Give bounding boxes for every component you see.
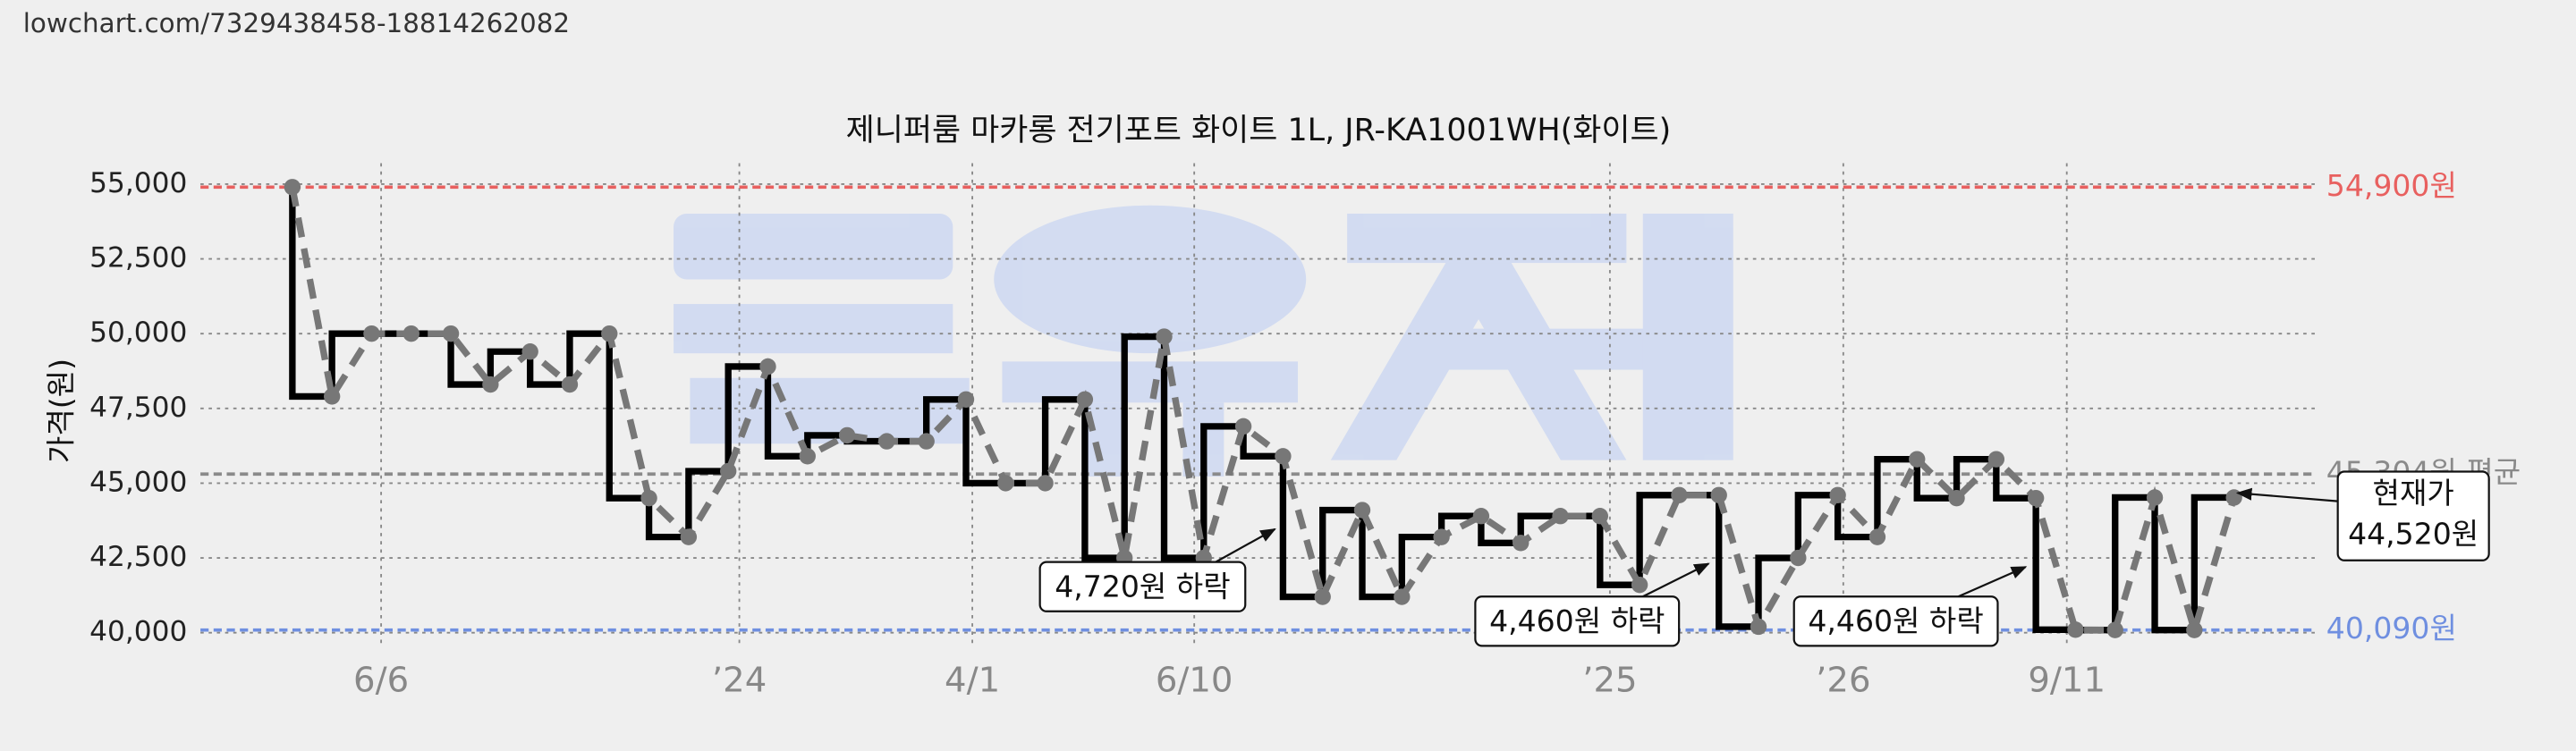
y-tick-label: 50,000 bbox=[89, 316, 187, 349]
x-tick-label: 6/10 bbox=[1156, 660, 1233, 700]
price-point bbox=[719, 462, 737, 480]
x-tick-label: 6/6 bbox=[353, 660, 409, 700]
price-point bbox=[799, 448, 816, 465]
annotation-text: 44,520원 bbox=[2348, 517, 2479, 552]
y-tick-label: 55,000 bbox=[89, 167, 187, 199]
price-point bbox=[1750, 618, 1767, 636]
price-point bbox=[997, 475, 1014, 492]
y-tick-label: 52,500 bbox=[89, 242, 187, 274]
price-point bbox=[2067, 621, 2084, 638]
x-tick-label: 4/1 bbox=[945, 660, 1000, 700]
price-point bbox=[1671, 486, 1688, 503]
y-tick-label: 47,500 bbox=[89, 392, 187, 424]
price-point bbox=[1552, 508, 1569, 525]
reference-label: 54,900원 bbox=[2326, 168, 2457, 203]
annotation-text: 4,720원 하락 bbox=[1055, 570, 1230, 604]
annotation-box bbox=[2336, 470, 2490, 561]
price-point bbox=[1948, 489, 1965, 507]
y-axis-label: 가격(원) bbox=[43, 359, 78, 463]
price-point bbox=[640, 489, 657, 507]
price-point bbox=[601, 325, 618, 342]
reference-label: 40,090원 bbox=[2326, 611, 2457, 646]
price-point bbox=[1631, 576, 1648, 594]
price-point bbox=[2186, 621, 2203, 638]
price-point bbox=[521, 343, 538, 360]
annotation-box bbox=[1474, 595, 1681, 647]
x-tick-label: ’26 bbox=[1816, 660, 1870, 700]
annotation-text: 4,460원 하락 bbox=[1808, 603, 1983, 638]
annotation-box bbox=[1792, 595, 1999, 647]
price-line bbox=[289, 186, 2238, 642]
price-point bbox=[759, 358, 776, 376]
price-point bbox=[482, 376, 499, 393]
x-tick-label: ’25 bbox=[1582, 660, 1637, 700]
x-tick-label: 9/11 bbox=[2028, 660, 2106, 700]
source-url: lowchart.com/7329438458-18814262082 bbox=[23, 8, 570, 38]
y-tick-label: 40,000 bbox=[89, 616, 187, 648]
price-point bbox=[323, 388, 341, 405]
price-point bbox=[1987, 451, 2005, 468]
price-point bbox=[1513, 535, 1530, 552]
price-point bbox=[680, 528, 698, 545]
annotation-arrow bbox=[2235, 487, 2338, 502]
price-point bbox=[1790, 549, 1807, 567]
price-point bbox=[2146, 489, 2164, 506]
price-point bbox=[1156, 328, 1173, 345]
price-point bbox=[1472, 508, 1490, 525]
price-point bbox=[2027, 489, 2045, 507]
price-point bbox=[442, 325, 460, 342]
price-point bbox=[1710, 486, 1727, 503]
x-tick-label: ’24 bbox=[712, 660, 767, 700]
annotation-text: 4,460원 하락 bbox=[1489, 603, 1665, 638]
price-point bbox=[1314, 588, 1331, 605]
annotation-arrow bbox=[1642, 562, 1710, 598]
price-point bbox=[1433, 528, 1450, 545]
price-point bbox=[1037, 475, 1054, 492]
price-point bbox=[1394, 588, 1411, 605]
price-point bbox=[1353, 502, 1371, 519]
price-point bbox=[1076, 391, 1094, 408]
price-point bbox=[1829, 486, 1846, 503]
price-point bbox=[1234, 418, 1252, 435]
chart-title: 제니퍼룸 마카롱 전기포트 화이트 1L, JR-KA1001WH(화이트) bbox=[846, 113, 1672, 148]
price-point bbox=[561, 376, 579, 393]
price-point bbox=[1275, 448, 1292, 465]
annotation-arrow bbox=[1957, 566, 2028, 598]
price-point bbox=[284, 179, 301, 196]
price-point bbox=[878, 433, 895, 450]
annotation-arrow bbox=[1215, 527, 1276, 563]
y-tick-label: 45,000 bbox=[89, 466, 187, 498]
price-point bbox=[402, 325, 419, 342]
price-point bbox=[1909, 451, 1926, 468]
y-tick-label: 42,500 bbox=[89, 541, 187, 573]
price-point bbox=[957, 391, 975, 408]
annotation-box bbox=[1038, 561, 1247, 612]
price-point bbox=[2106, 621, 2123, 638]
price-point bbox=[363, 325, 380, 342]
price-point bbox=[1868, 528, 1886, 545]
price-point bbox=[838, 426, 856, 444]
price-point bbox=[1591, 508, 1609, 525]
price-point bbox=[918, 433, 935, 450]
price-point bbox=[2225, 489, 2242, 506]
annotation-text: 현재가 bbox=[2373, 476, 2454, 511]
